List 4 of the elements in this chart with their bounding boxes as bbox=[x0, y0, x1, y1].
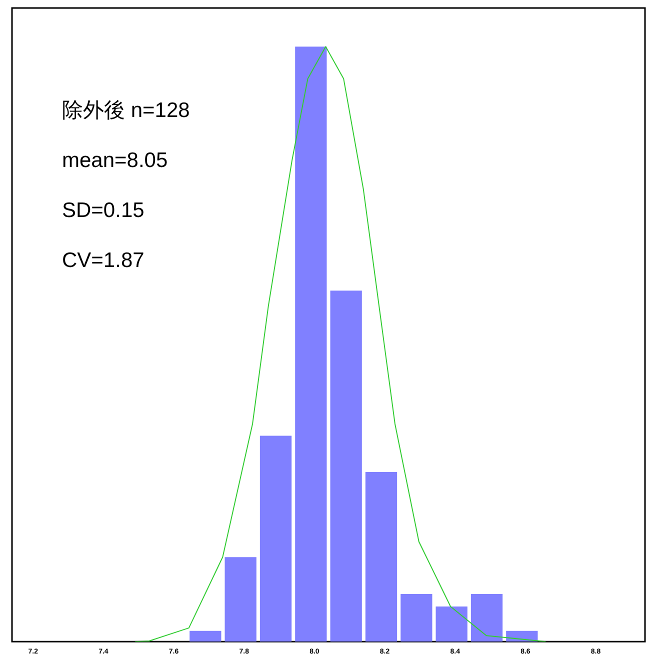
annotation: 除外後 n=128 bbox=[62, 98, 190, 124]
annotation: SD=0.15 bbox=[62, 198, 146, 224]
annotation: mean=8.05 bbox=[62, 148, 169, 174]
annotation: CV=1.87 bbox=[62, 248, 146, 274]
